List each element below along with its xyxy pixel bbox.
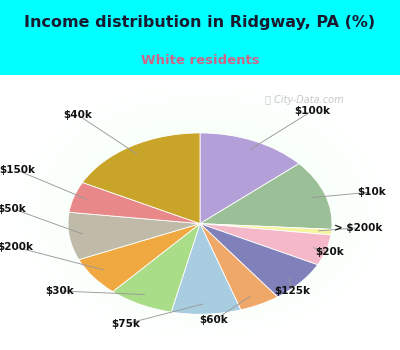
Wedge shape: [200, 133, 299, 224]
Wedge shape: [171, 224, 241, 314]
Wedge shape: [68, 212, 200, 260]
Text: > $200k: > $200k: [334, 223, 382, 233]
Wedge shape: [200, 224, 332, 235]
Wedge shape: [200, 224, 318, 297]
Text: $75k: $75k: [112, 319, 140, 329]
Wedge shape: [200, 224, 278, 310]
Text: $10k: $10k: [358, 187, 386, 197]
Text: White residents: White residents: [141, 54, 259, 67]
Text: ⓘ City-Data.com: ⓘ City-Data.com: [265, 95, 343, 105]
Wedge shape: [69, 182, 200, 224]
Text: Income distribution in Ridgway, PA (%): Income distribution in Ridgway, PA (%): [24, 15, 376, 30]
Text: $125k: $125k: [274, 286, 310, 296]
Wedge shape: [200, 164, 332, 229]
Text: $60k: $60k: [200, 315, 228, 326]
Text: $150k: $150k: [0, 165, 35, 175]
Text: $100k: $100k: [294, 106, 330, 116]
Text: $200k: $200k: [0, 242, 33, 252]
Wedge shape: [79, 224, 200, 292]
Text: $40k: $40k: [64, 110, 92, 120]
Wedge shape: [200, 224, 331, 265]
Text: $50k: $50k: [0, 203, 26, 214]
Wedge shape: [113, 224, 200, 312]
Wedge shape: [82, 133, 200, 224]
Text: $30k: $30k: [45, 286, 74, 296]
Text: $20k: $20k: [316, 247, 344, 258]
